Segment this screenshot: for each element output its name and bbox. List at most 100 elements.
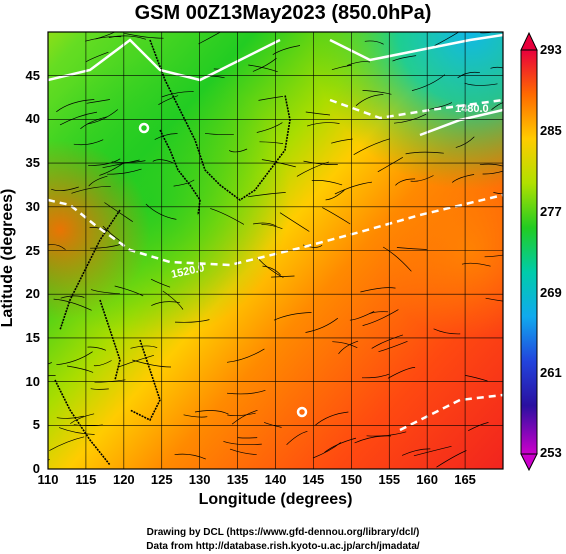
streamline xyxy=(355,94,384,106)
streamline xyxy=(405,151,444,155)
streamline xyxy=(66,365,94,373)
streamline xyxy=(228,148,248,153)
streamline xyxy=(86,99,110,104)
streamline xyxy=(331,64,352,71)
streamline xyxy=(279,212,310,232)
streamline xyxy=(111,160,146,163)
streamline xyxy=(305,111,331,116)
streamline xyxy=(114,285,144,297)
streamline xyxy=(457,71,480,79)
streamline xyxy=(261,159,296,168)
height-contours-solid xyxy=(48,33,503,418)
streamline xyxy=(49,436,85,451)
streamline xyxy=(360,287,396,293)
plot-frame xyxy=(47,31,504,470)
streamline xyxy=(378,340,408,353)
streamline xyxy=(464,82,498,86)
streamline xyxy=(60,295,85,299)
streamline xyxy=(461,262,491,267)
streamline xyxy=(286,430,308,445)
streamline xyxy=(87,346,107,351)
streamline xyxy=(88,175,108,187)
streamline xyxy=(436,450,467,468)
colorbar-label: 261 xyxy=(540,365,562,380)
streamline xyxy=(150,278,171,288)
x-tick-label: 165 xyxy=(454,472,476,487)
contour-label: 1480.0 xyxy=(455,103,489,115)
streamline xyxy=(392,55,417,62)
y-tick-label: 25 xyxy=(25,242,40,258)
y-tick-label: 5 xyxy=(32,417,40,433)
y-tick-label: 40 xyxy=(25,111,40,127)
streamline xyxy=(325,189,345,201)
streamline xyxy=(451,174,475,183)
y-tick-label: 0 xyxy=(32,461,40,476)
streamline xyxy=(102,159,140,169)
colorbar-label: 285 xyxy=(540,123,562,138)
streamline xyxy=(482,170,503,175)
streamline xyxy=(48,244,66,250)
colorbar-label: 277 xyxy=(540,204,562,219)
x-tick-label: 150 xyxy=(340,472,363,487)
streamline xyxy=(48,362,52,365)
x-tick-label: 155 xyxy=(378,472,401,487)
streamline xyxy=(48,375,56,377)
x-tick-label: 120 xyxy=(112,472,135,487)
streamline xyxy=(145,203,177,220)
streamline xyxy=(226,389,266,395)
streamline xyxy=(107,168,142,175)
streamline xyxy=(71,185,111,194)
x-tick-label: 130 xyxy=(188,472,211,487)
streamline xyxy=(88,158,121,166)
streamline xyxy=(257,257,284,278)
streamline xyxy=(322,207,351,225)
streamline xyxy=(73,139,104,146)
x-tick-label: 140 xyxy=(264,472,287,487)
streamline xyxy=(70,413,95,424)
streamline xyxy=(85,36,122,42)
streamline xyxy=(90,289,121,295)
streamline xyxy=(80,116,108,130)
streamline xyxy=(252,57,277,72)
x-tick-label: 110 xyxy=(37,472,59,487)
streamline xyxy=(154,133,178,140)
streamline xyxy=(85,51,109,63)
chart-title: GSM 00Z13May2023 (850.0hPa) xyxy=(134,2,432,24)
streamline xyxy=(305,317,339,333)
colorbar-label: 269 xyxy=(540,285,562,300)
streamline xyxy=(493,192,503,195)
streamline xyxy=(223,441,262,446)
streamline xyxy=(455,136,475,148)
streamline xyxy=(161,91,194,98)
streamline xyxy=(194,410,229,415)
streamline xyxy=(480,32,494,34)
credit-drawing: Drawing by DCL (https://www.gfd-dennou.o… xyxy=(146,527,420,538)
colorbar xyxy=(520,31,538,472)
y-tick-label: 45 xyxy=(25,67,40,83)
streamline xyxy=(231,409,258,425)
x-tick-label: 135 xyxy=(226,472,249,487)
streamline xyxy=(273,312,312,321)
streamline xyxy=(104,202,133,222)
streamline xyxy=(396,247,427,250)
streamline xyxy=(377,156,403,173)
streamline xyxy=(303,160,338,165)
streamline xyxy=(353,138,391,155)
streamline xyxy=(162,290,184,310)
streamline xyxy=(102,225,121,241)
streamline xyxy=(253,222,277,227)
streamline xyxy=(465,375,488,382)
streamline xyxy=(227,412,256,417)
streamline xyxy=(401,448,431,456)
streamline xyxy=(93,360,112,367)
streamline xyxy=(256,122,283,133)
y-tick-label: 15 xyxy=(25,329,40,345)
streamline xyxy=(108,35,147,40)
streamline xyxy=(410,175,434,182)
streamline xyxy=(306,122,340,127)
streamline xyxy=(332,341,358,349)
x-axis-title: Longitude (degrees) xyxy=(198,491,353,508)
streamline xyxy=(434,32,460,46)
streamline xyxy=(395,178,416,186)
